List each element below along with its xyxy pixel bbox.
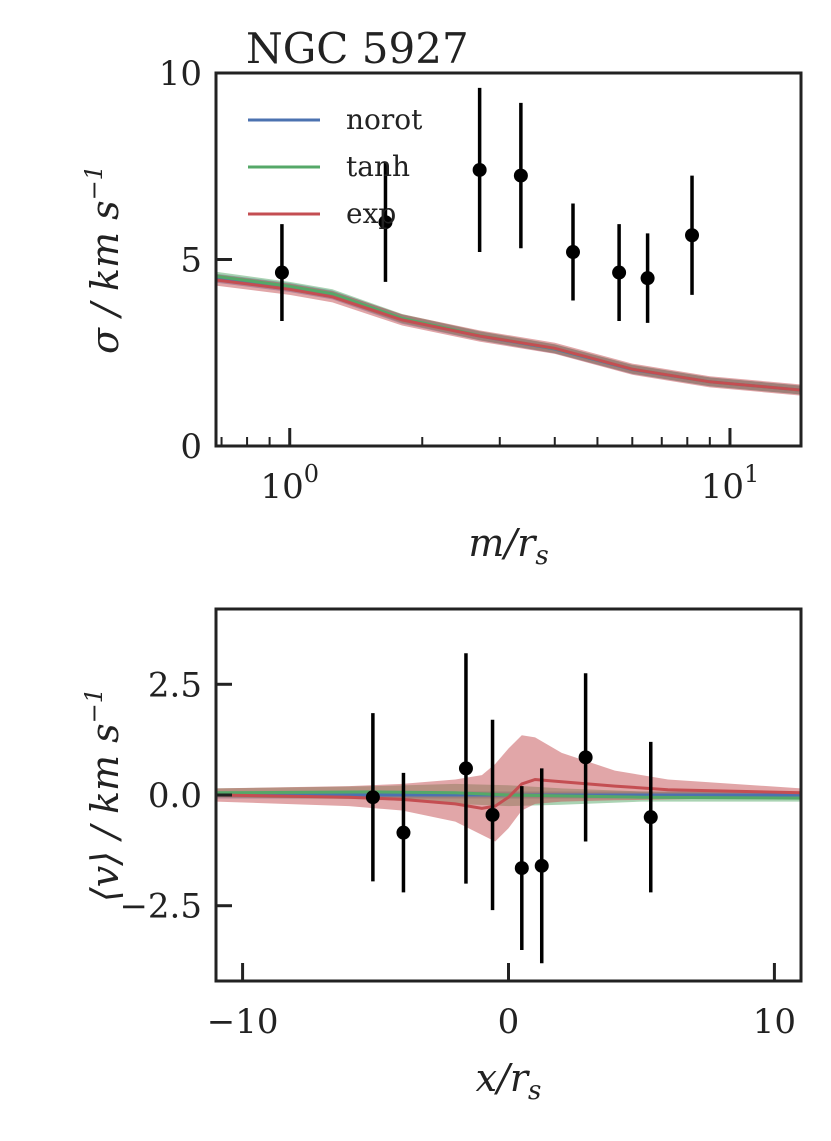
x-axis-label: x/rs [476,1056,542,1106]
x-tick-label-base: 10 [260,467,303,507]
x-tick-label: 100 [260,460,319,507]
data-point [396,825,411,840]
y-tick-label: 5 [180,241,202,281]
legend-label-norot: norot [346,103,423,136]
y-tick-label: 2.5 [148,665,202,705]
x-axis-label-main: m/r [468,521,538,565]
x-tick-label: 10 [753,1002,796,1042]
x-tick-label: 0 [498,1002,520,1042]
plot-frame [214,71,803,448]
x-axis-label-subscript: s [528,1076,541,1106]
data-point [513,168,528,183]
y-axis-label-main: σ / km s [83,200,127,354]
data-point [458,761,473,776]
y-axis-label: σ / km s−1 [80,165,127,354]
legend-label-tanh: tanh [346,150,410,183]
data-point [485,807,500,822]
data-point [365,790,380,805]
band-exp [216,735,801,842]
data-point [534,858,549,873]
plot-area [216,653,801,964]
line-exp [216,278,801,392]
x-tick-label-base: 10 [701,467,744,507]
y-tick-label: 0.0 [148,776,202,816]
mean-velocity-panel: −2.5 0.0 2.5 −10 0 10 x/rs ⟨v⟩ / km s−1 [80,607,803,1106]
data-point [643,810,658,825]
x-axis-label: m/rs [468,521,548,571]
y-tick-label: −2.5 [119,887,202,927]
x-axis-label-subscript: s [535,541,548,571]
legend-label-exp: exp [346,197,396,230]
x-tick-label-exponent: 0 [304,460,319,488]
x-tick-label-exponent: 1 [744,460,759,488]
y-axis-label: ⟨v⟩ / km s−1 [80,688,127,902]
y-tick-label: 0 [180,427,202,467]
chart-title: NGC 5927 [246,24,469,73]
data-point [640,271,655,286]
y-axis-label-superscript: −1 [80,688,108,723]
data-point [685,228,700,243]
data-point [578,750,593,765]
data-point [472,162,487,177]
data-point [274,265,289,280]
data-point [612,265,627,280]
y-axis-label-superscript: −1 [80,165,108,200]
x-tick-label: 101 [701,460,760,507]
data-point [514,861,529,876]
plot-area [216,87,801,396]
y-axis-label-main: ⟨v⟩ / km s [83,723,127,902]
x-tick-label: −10 [207,1002,279,1042]
data-point [378,215,393,230]
legend: norot tanh exp [248,103,423,230]
y-tick-label: 10 [159,54,202,94]
x-axis-label-main: x/r [476,1056,531,1100]
data-point [565,245,580,260]
